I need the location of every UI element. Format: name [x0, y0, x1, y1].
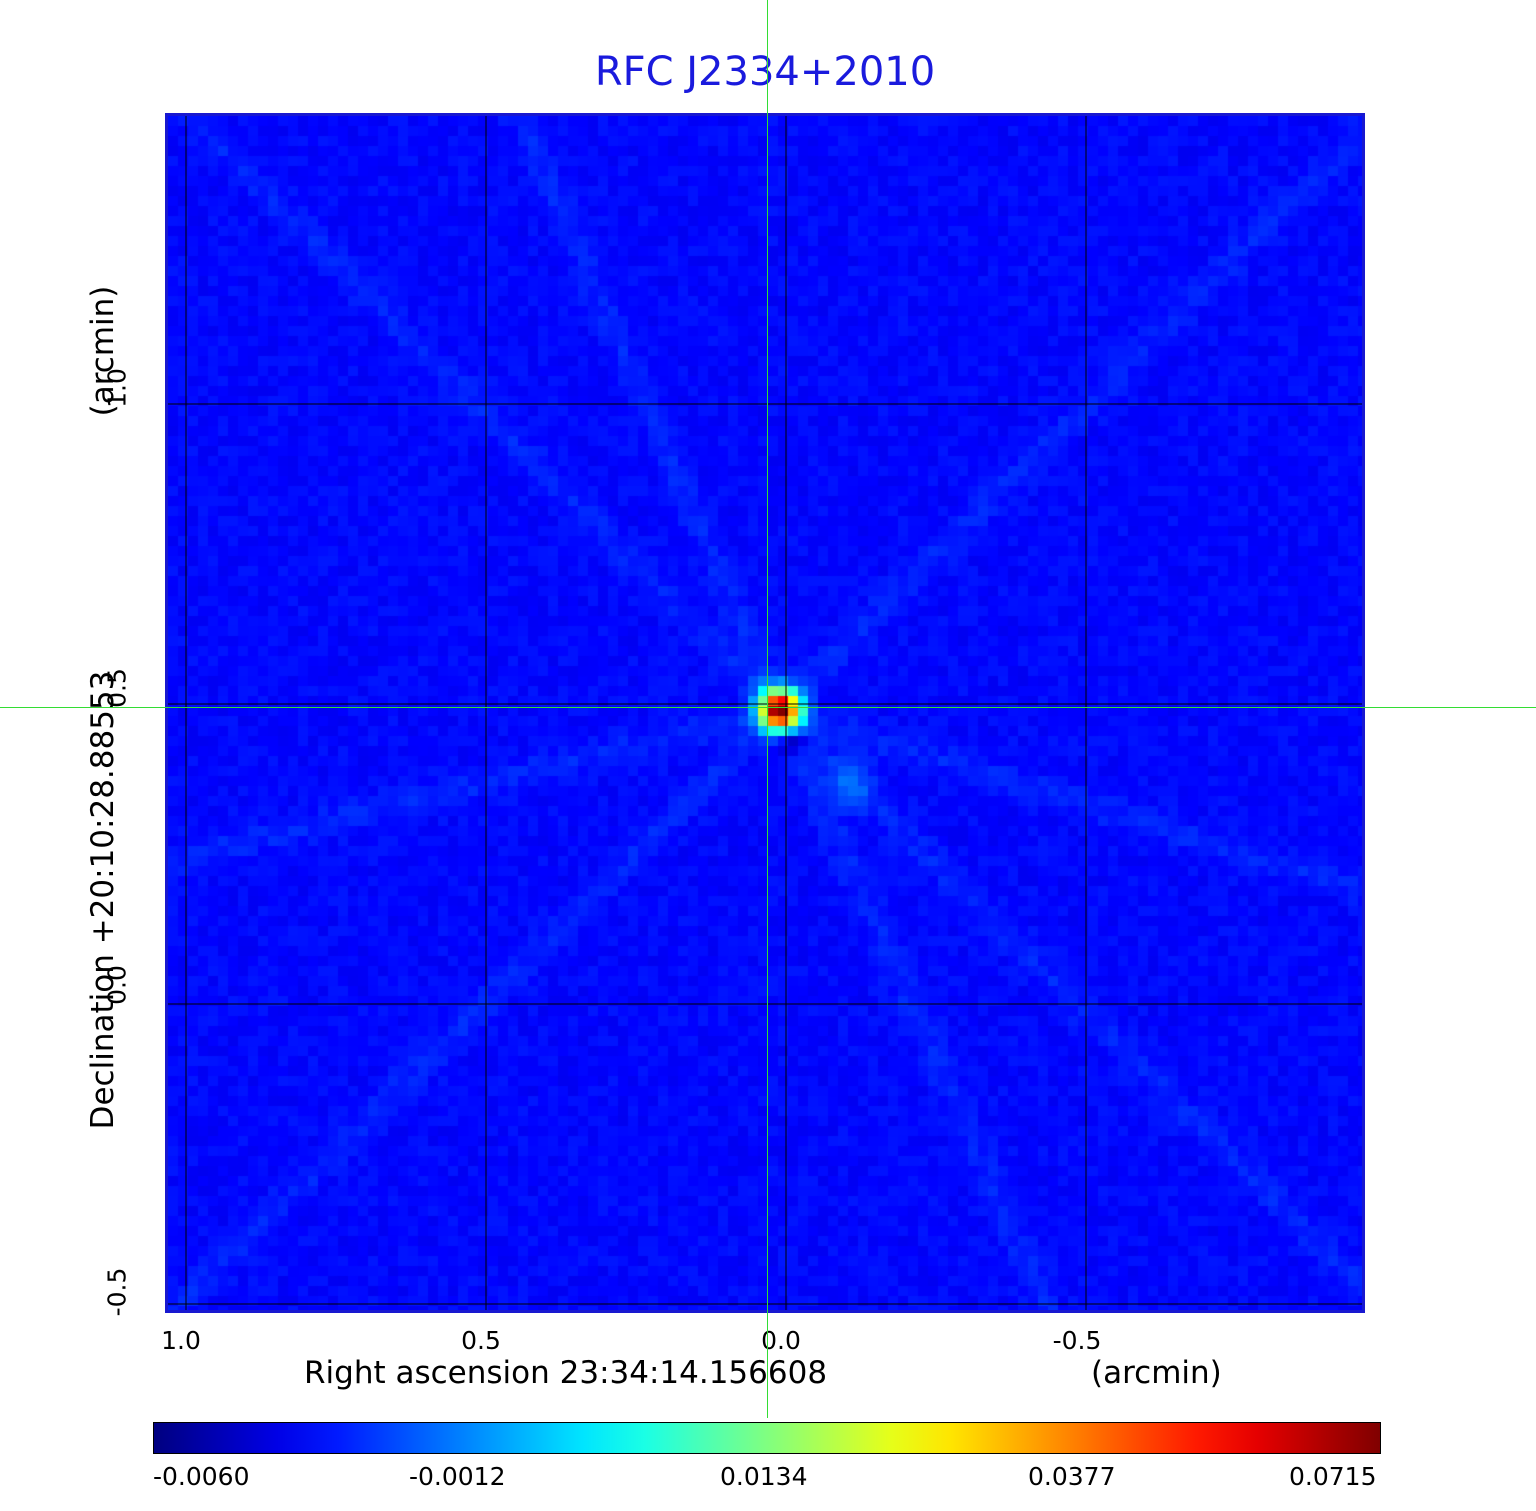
- x-tick-label: 1.0: [161, 1326, 201, 1355]
- x-tick-label: 0.5: [461, 1326, 501, 1355]
- map-title: RFC J2334+2010: [594, 49, 936, 95]
- colorbar-tick-label: 0.0715: [1289, 1462, 1377, 1491]
- y-axis-label: Declination +20:10:28.88553: [85, 670, 121, 1130]
- colorbar-tick-label: -0.0012: [409, 1462, 506, 1491]
- map-frame[interactable]: [165, 113, 1365, 1313]
- colorbar-tick-label: 0.0377: [1028, 1462, 1116, 1491]
- y-tick-label: -0.5: [102, 1267, 132, 1317]
- colorbar-tick-label: -0.0060: [153, 1462, 250, 1491]
- x-axis-label: Right ascension 23:34:14.156608: [304, 1355, 828, 1391]
- coordinate-grid: [168, 116, 1362, 1310]
- x-axis-unit: (arcmin): [1091, 1355, 1222, 1391]
- x-tick-label: -0.5: [1052, 1326, 1102, 1355]
- colorbar-tick-label: 0.0134: [720, 1462, 808, 1491]
- crosshair-vertical: [767, 0, 768, 1418]
- radio-image[interactable]: [168, 116, 1362, 1310]
- colorbar: [153, 1422, 1381, 1454]
- crosshair-horizontal: [0, 707, 1536, 708]
- y-axis-unit: (arcmin): [85, 285, 121, 417]
